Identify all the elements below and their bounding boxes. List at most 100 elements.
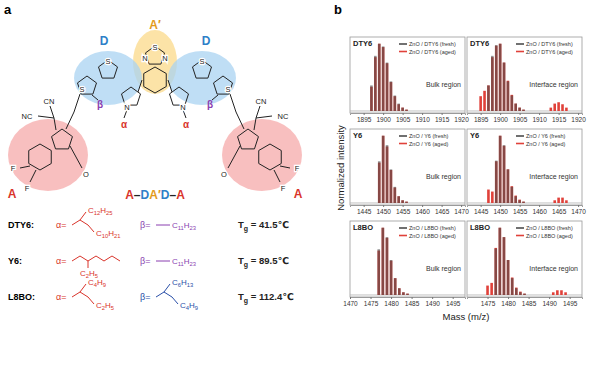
stick <box>557 102 560 111</box>
tick-mark <box>383 113 384 115</box>
tick: 1900 <box>376 113 391 123</box>
bond <box>228 146 240 168</box>
atom-label: S <box>105 57 110 66</box>
tick: 1445 <box>474 205 489 215</box>
x-axis: 189519001905191019151920 <box>351 113 470 123</box>
stick <box>487 190 490 203</box>
tick: 1480 <box>501 297 516 307</box>
legend-label: ZnO / L8BO (aged) <box>409 233 456 239</box>
row-name: Y6: <box>8 256 22 266</box>
tick: 1900 <box>493 113 508 123</box>
tick-mark <box>578 113 579 115</box>
region-label: A′ <box>149 18 161 32</box>
row-name: DTY6: <box>8 220 34 230</box>
tick: 1495 <box>563 297 578 307</box>
stick <box>398 288 401 295</box>
legend: ZnO / Y6 (fresh)ZnO / Y6 (aged) <box>399 133 449 147</box>
tick: 1480 <box>384 297 399 307</box>
legend-label: ZnO / Y6 (aged) <box>526 141 566 147</box>
stick <box>394 188 397 203</box>
spectrum: 144514501455146014651470Y6Bulk regionZnO… <box>350 129 469 215</box>
panel-a: aNSNSSSSNNOOFFFFNCCNCNNCA′DDAAααββA–DA′D… <box>4 2 303 311</box>
stick <box>494 248 497 295</box>
stick <box>394 96 397 111</box>
tick-label: 1450 <box>493 208 508 215</box>
atom-label: N <box>180 103 185 112</box>
atom-label: N <box>162 54 167 63</box>
tick-label: 1475 <box>364 300 379 307</box>
stick <box>511 187 514 203</box>
tick-mark <box>453 297 454 299</box>
tick: 1895 <box>357 113 372 123</box>
tick-mark <box>422 205 423 207</box>
stick <box>515 288 518 295</box>
stick <box>552 292 555 295</box>
chem-part: 5 <box>111 305 114 311</box>
tick: 1470 <box>343 297 358 307</box>
atom-label: F <box>295 164 300 173</box>
tick-mark <box>383 205 384 207</box>
stick <box>561 198 564 203</box>
region-label: A <box>8 187 17 201</box>
panel-b: b Normalized intensity Mass (m/z) 1895 1900 1… <box>334 2 586 322</box>
tick-label: 1485 <box>405 300 420 307</box>
legend-swatch <box>516 51 524 53</box>
x-axis-title: Mass (m/z) <box>443 311 490 322</box>
stick <box>382 136 385 203</box>
stick <box>514 196 517 203</box>
legend-swatch <box>516 143 524 145</box>
tick-mark <box>391 297 392 299</box>
atom-label: F <box>11 164 16 173</box>
panel-label: b <box>334 2 342 17</box>
bond <box>30 170 36 182</box>
region-annotation: Bulk region <box>426 265 461 273</box>
plot-frame <box>467 221 582 297</box>
chain <box>88 297 94 304</box>
tick-mark <box>461 205 462 207</box>
legend-label: ZnO / L8BO (fresh) <box>409 225 456 231</box>
legend-label: ZnO / Y6 (fresh) <box>526 133 565 139</box>
stick <box>495 46 498 111</box>
stick <box>386 63 389 111</box>
region-annotation: Bulk region <box>426 173 461 181</box>
chem-group: C12H25 <box>88 206 112 216</box>
tg-label: Tg = 89.5℃ <box>238 255 289 269</box>
chain <box>88 261 89 268</box>
stick <box>370 85 373 111</box>
y-axis-title: Normalized intensity <box>335 125 346 211</box>
stick <box>519 292 522 295</box>
stick <box>397 196 400 203</box>
tick-label: 1915 <box>435 116 450 123</box>
highlight <box>222 119 302 191</box>
tick-mark <box>520 205 521 207</box>
tick-label: 1495 <box>446 300 461 307</box>
tick-mark <box>520 113 521 115</box>
baseline <box>467 202 582 203</box>
stick <box>401 108 404 111</box>
highlight <box>8 119 88 191</box>
tick-mark <box>432 297 433 299</box>
tick-label: 1445 <box>474 208 489 215</box>
formula-part: A <box>176 188 185 202</box>
tg-value: = 41.5℃ <box>248 219 289 230</box>
stick <box>487 85 490 111</box>
panel-label: a <box>4 2 12 17</box>
stick <box>386 238 389 295</box>
tick-mark <box>461 113 462 115</box>
bond <box>38 116 54 118</box>
tick-mark <box>529 297 530 299</box>
formula-part: A <box>125 188 134 202</box>
stick <box>382 47 385 111</box>
stick <box>401 200 404 203</box>
beta-label: β= <box>140 256 150 266</box>
tick-label: 1905 <box>513 116 528 123</box>
stick <box>382 46 385 111</box>
spectrum: 147014751480148514901495L8BOBulk regionZ… <box>343 221 465 307</box>
tick: 1465 <box>435 205 450 215</box>
tick-label: 1490 <box>542 300 557 307</box>
stick <box>499 136 502 203</box>
region-label: α <box>183 119 190 130</box>
tick: 1445 <box>357 205 372 215</box>
stick <box>495 45 498 111</box>
axis-line <box>468 206 583 208</box>
